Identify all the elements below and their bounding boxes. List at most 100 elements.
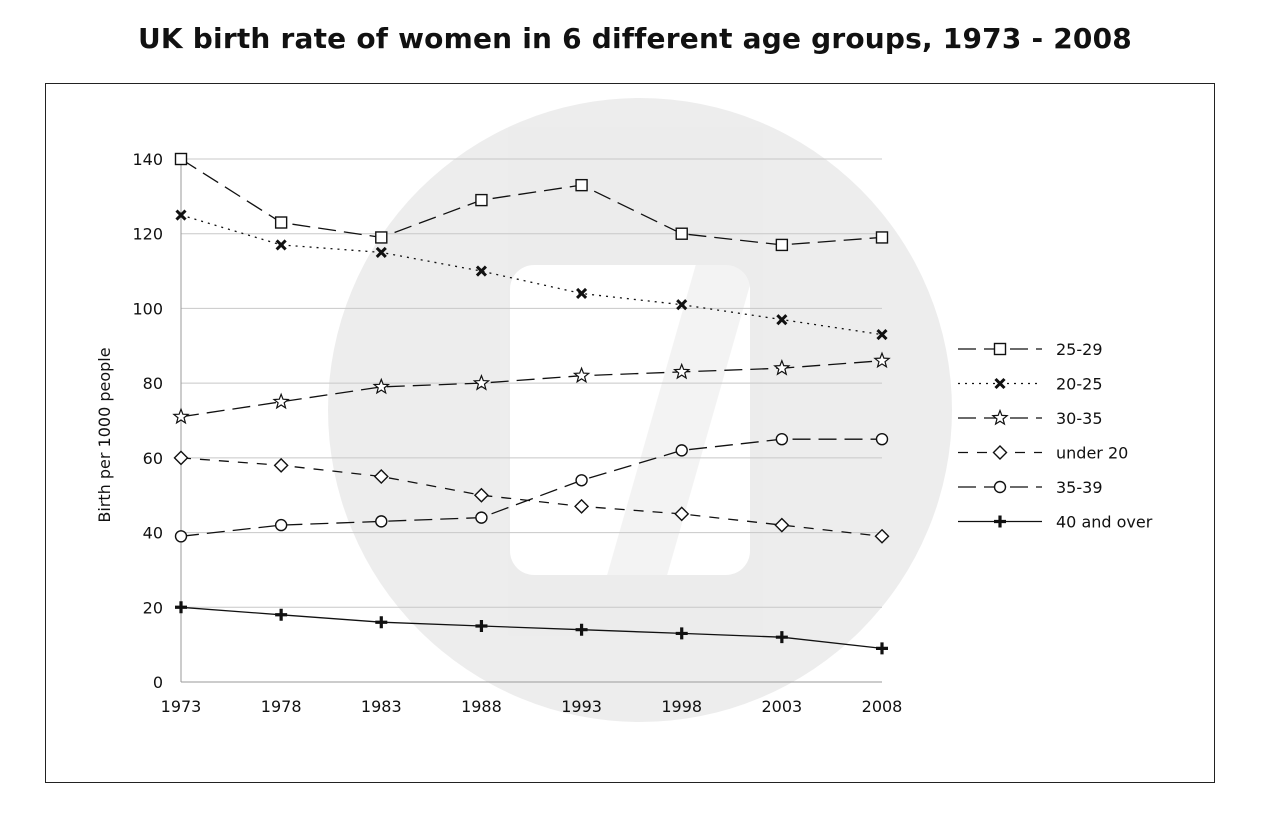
legend-label: 25-29 xyxy=(1056,340,1103,359)
series-30-35 xyxy=(172,351,891,425)
data-point-marker xyxy=(275,239,287,251)
data-point-marker xyxy=(775,432,789,446)
data-point-marker xyxy=(876,642,888,655)
chart-title: UK birth rate of women in 6 different ag… xyxy=(138,22,1132,55)
legend-label: under 20 xyxy=(1056,444,1128,463)
legend-label: 40 and over xyxy=(1056,513,1153,532)
y-tick-label: 80 xyxy=(143,374,163,393)
data-point-marker xyxy=(574,498,590,514)
y-tick-label: 40 xyxy=(143,524,163,543)
data-point-marker xyxy=(675,227,688,240)
data-point-marker xyxy=(375,515,388,528)
data-point-marker xyxy=(372,377,391,395)
data-point-marker xyxy=(993,480,1007,494)
x-tick-label: 2003 xyxy=(761,697,802,716)
data-point-marker xyxy=(774,517,790,533)
legend-entry: 35-39 xyxy=(958,478,1103,497)
series-line xyxy=(180,158,883,246)
y-tick-label: 0 xyxy=(153,673,163,692)
data-point-marker xyxy=(273,457,289,473)
data-point-marker xyxy=(575,623,588,636)
gridlines xyxy=(181,158,882,608)
data-point-marker xyxy=(876,329,888,341)
data-point-marker xyxy=(375,616,388,629)
x-tick-label: 1978 xyxy=(261,697,302,716)
data-point-marker xyxy=(672,362,691,380)
data-point-marker xyxy=(475,511,488,524)
data-point-marker xyxy=(776,314,788,326)
data-point-marker xyxy=(875,432,889,446)
legend-entry: 30-35 xyxy=(958,408,1103,428)
x-tick-label: 1998 xyxy=(661,697,702,716)
legend-label: 30-35 xyxy=(1056,409,1103,428)
x-tick-label: 2008 xyxy=(862,697,903,716)
legend-label: 35-39 xyxy=(1056,478,1103,497)
series-35-39 xyxy=(174,432,889,543)
data-point-marker xyxy=(991,408,1009,426)
data-point-marker xyxy=(576,287,588,300)
x-tick-labels: 1973 1978 1983 1988 1993 1998 2003 2008 xyxy=(161,697,903,716)
series-25-29 xyxy=(174,152,889,252)
y-tick-label: 100 xyxy=(132,299,163,318)
data-point-marker xyxy=(173,450,189,466)
data-point-marker xyxy=(773,359,791,376)
legend: 25-29 20-25 30-35 under 20 35-39 40 and over xyxy=(958,340,1153,532)
data-point-marker xyxy=(375,231,388,244)
data-point-marker xyxy=(575,178,588,192)
data-point-marker xyxy=(475,265,487,277)
legend-entry: 20-25 xyxy=(958,375,1103,394)
data-point-marker xyxy=(475,619,488,632)
chart-frame xyxy=(45,83,1215,783)
x-tick-label: 1973 xyxy=(161,697,202,716)
legend-label: 20-25 xyxy=(1056,375,1103,394)
series-line xyxy=(180,360,883,418)
y-tick-label: 140 xyxy=(132,150,163,169)
legend-entry: under 20 xyxy=(958,444,1128,463)
data-point-marker xyxy=(994,515,1006,528)
y-axis-label: Birth per 1000 people xyxy=(95,347,114,522)
series-20-25 xyxy=(175,209,888,341)
data-point-marker xyxy=(675,444,688,457)
series-line xyxy=(180,214,883,336)
data-point-marker xyxy=(875,231,889,244)
data-point-marker xyxy=(676,299,688,311)
data-point-marker xyxy=(994,377,1006,390)
data-point-marker xyxy=(375,246,387,258)
data-point-marker xyxy=(575,474,588,487)
x-tick-label: 1988 xyxy=(461,697,502,716)
data-point-marker xyxy=(473,487,489,503)
data-point-marker xyxy=(873,351,891,369)
data-point-marker xyxy=(174,530,188,543)
data-point-marker xyxy=(275,608,288,621)
legend-entry: 25-29 xyxy=(958,340,1103,359)
data-point-marker xyxy=(675,627,688,640)
data-point-marker xyxy=(472,373,491,391)
data-point-marker xyxy=(993,342,1007,356)
y-tick-label: 20 xyxy=(143,598,163,617)
data-point-marker xyxy=(174,152,188,166)
x-tick-label: 1993 xyxy=(561,697,602,716)
data-point-marker xyxy=(175,601,187,614)
data-point-marker xyxy=(572,366,591,384)
data-point-marker xyxy=(175,209,187,221)
data-point-marker xyxy=(674,506,690,522)
data-point-marker xyxy=(475,193,488,207)
y-tick-label: 120 xyxy=(132,225,163,244)
data-point-marker xyxy=(272,392,290,410)
series-under-20 xyxy=(173,450,890,544)
x-tick-label: 1983 xyxy=(361,697,402,716)
series-lines xyxy=(172,152,891,655)
series-40-and-over xyxy=(175,601,888,655)
legend-entry: 40 and over xyxy=(958,513,1153,532)
series-line xyxy=(180,606,883,650)
series-line xyxy=(180,457,883,537)
data-point-marker xyxy=(274,518,288,532)
data-point-marker xyxy=(874,528,890,544)
y-tick-labels: 0 20 40 60 80 100 120 140 xyxy=(132,150,163,692)
data-point-marker xyxy=(992,445,1008,460)
data-point-marker xyxy=(373,469,389,485)
data-point-marker xyxy=(274,216,288,229)
data-point-marker xyxy=(172,407,190,425)
